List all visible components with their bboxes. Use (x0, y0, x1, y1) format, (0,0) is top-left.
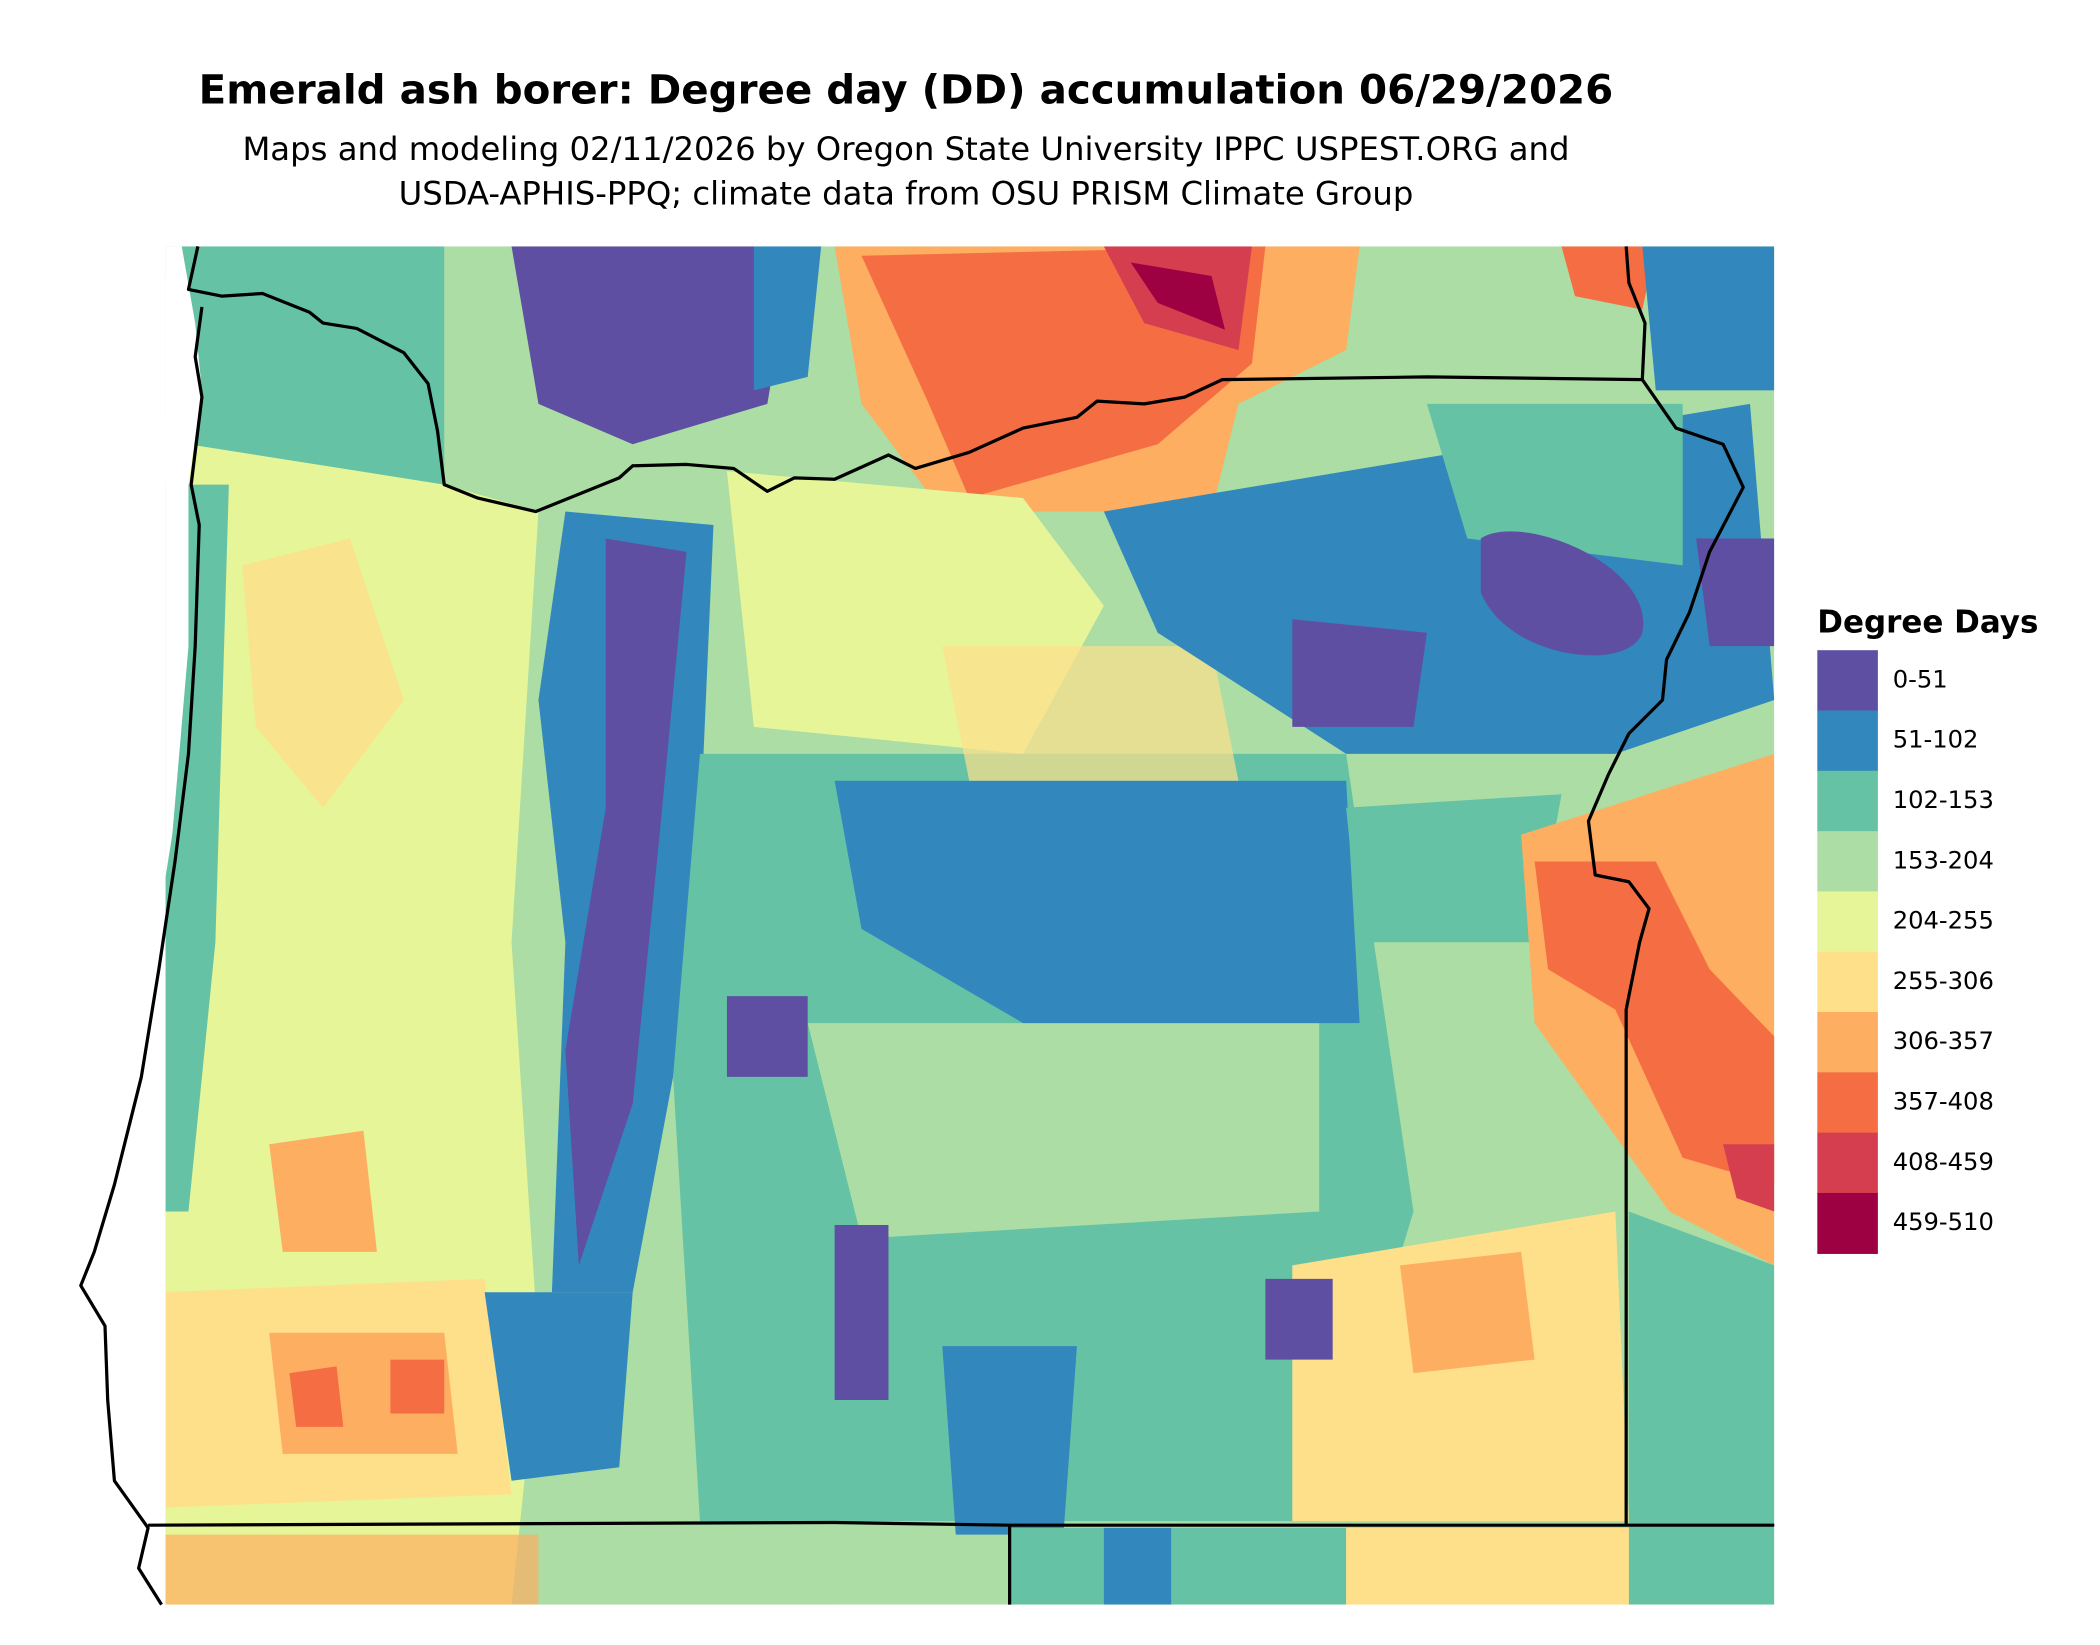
legend-swatch (1817, 1072, 1878, 1134)
legend-swatch (1817, 951, 1878, 1013)
legend-swatch (1817, 710, 1878, 772)
legend-swatch (1817, 1192, 1878, 1254)
legend-swatch (1817, 891, 1878, 953)
degree-day-raster (165, 246, 1775, 1605)
legend-swatch (1817, 770, 1878, 832)
map-title: Emerald ash borer: Degree day (DD) accum… (199, 67, 1614, 114)
legend-label: 51-102 (1893, 726, 1979, 754)
southern-border (148, 1520, 1775, 1527)
legend-label: 408-459 (1893, 1148, 1994, 1176)
legend-label: 0-51 (1893, 665, 1948, 693)
legend-swatch (1817, 1012, 1878, 1074)
legend-swatch (1817, 650, 1878, 712)
legend-swatch (1817, 1132, 1878, 1194)
legend-title: Degree Days (1817, 605, 2038, 641)
map-subtitle: Maps and modeling 02/11/2026 by Oregon S… (242, 130, 1569, 168)
map-subtitle: USDA-APHIS-PPQ; climate data from OSU PR… (399, 175, 1414, 213)
legend-label: 255-306 (1893, 967, 1994, 995)
legend-swatch (1817, 831, 1878, 893)
legend-label: 459-510 (1893, 1208, 1994, 1236)
legend-label: 102-153 (1893, 786, 1994, 814)
legend-label: 153-204 (1893, 846, 1994, 874)
coastline (79, 306, 204, 1606)
legend: 0-51 51-102 102-153 153-204 204-255 255-306 30… (1817, 650, 1994, 1254)
legend-label: 306-357 (1893, 1027, 1994, 1055)
idaho-border (1624, 246, 1647, 380)
legend-label: 357-408 (1893, 1088, 1994, 1116)
washington-border (186, 246, 1745, 1526)
legend-label: 204-255 (1893, 907, 1994, 935)
